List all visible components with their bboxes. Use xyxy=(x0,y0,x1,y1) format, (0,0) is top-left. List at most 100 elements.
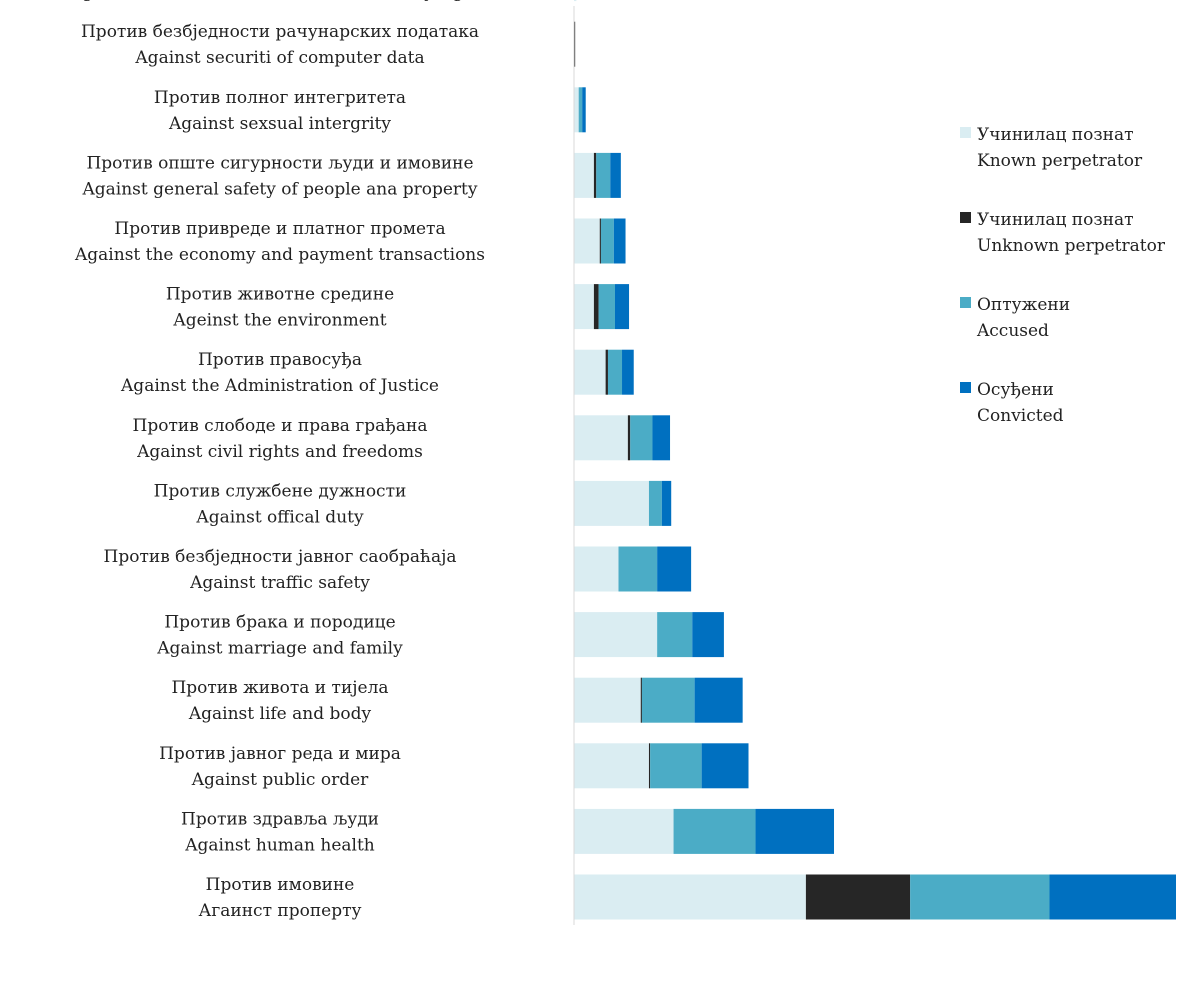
category-label-line2: Against labor relations and social secur… xyxy=(69,0,490,3)
bar-segment-0-series-0 xyxy=(574,874,806,920)
bar-segment-0-series-3 xyxy=(1049,874,1176,920)
bar-segment-9-series-2 xyxy=(598,284,615,330)
legend-label-line2: Convicted xyxy=(977,406,1064,426)
legend: Учинилац познат Known perpetrator Учинилац… xyxy=(960,122,1175,462)
bar-segment-6-series-3 xyxy=(661,480,672,526)
bar-segment-1-series-2 xyxy=(673,808,756,854)
bar-segment-11-series-3 xyxy=(610,152,621,198)
category-label-4: Против брака и породице Against marriage … xyxy=(156,613,403,659)
category-label-line1: Против здравља људи xyxy=(181,809,379,829)
bar-segment-7-series-2 xyxy=(630,415,653,461)
bar-segment-3-series-2 xyxy=(641,677,695,723)
category-label-line1: Против полног интегритета xyxy=(154,88,406,108)
bar-segment-2-series-2 xyxy=(650,743,702,789)
category-label-1: Против здравља људи Against human health xyxy=(181,809,379,855)
category-label-line2: Against offical duty xyxy=(195,507,364,527)
bar-segment-10-series-0 xyxy=(574,218,600,264)
bar-segment-4-series-0 xyxy=(574,612,658,658)
bar-segment-7-series-3 xyxy=(652,415,671,461)
bar-segment-4-series-3 xyxy=(692,612,724,658)
legend-label-line2: Accused xyxy=(977,321,1049,341)
category-label-line1: Против опште сигурности људи и имовине xyxy=(86,153,473,173)
bar-segment-3-series-1 xyxy=(640,677,642,723)
bar-segment-9-series-1 xyxy=(593,284,599,330)
category-label-10: Против привреде и платног промета Against… xyxy=(74,219,485,265)
bar-segment-10-series-3 xyxy=(613,218,626,264)
bar-segment-2-series-0 xyxy=(574,743,649,789)
legend-item-0: Учинилац познат Known perpetrator xyxy=(960,122,1175,174)
bar-segment-1-series-3 xyxy=(755,808,835,854)
category-label-line1: Против безбједности јавног саобраћаја xyxy=(104,547,457,567)
category-label-3: Против живота и тијела Against life and b… xyxy=(171,678,388,724)
bar-segment-8-series-3 xyxy=(622,349,634,395)
bar-segment-9-series-0 xyxy=(574,284,594,330)
category-label-5: Против безбједности јавног саобраћаја Aga… xyxy=(104,547,457,593)
category-label-12: Против полног интегритета Against sexsual… xyxy=(154,88,406,134)
legend-swatch xyxy=(960,382,971,393)
bar-segment-11-series-0 xyxy=(574,152,594,198)
bar-segment-8-series-2 xyxy=(607,349,623,395)
legend-label-line1: Осуђени xyxy=(977,380,1054,400)
category-label-line2: Against the Administration of Justice xyxy=(120,376,439,396)
category-label-6: Против службене дужности Against offical … xyxy=(154,481,407,527)
legend-swatch xyxy=(960,212,971,223)
bar-segment-1-series-0 xyxy=(574,808,674,854)
bar-segment-5-series-2 xyxy=(618,546,658,592)
legend-swatch xyxy=(960,127,971,138)
legend-label-line2: Unknown perpetrator xyxy=(977,236,1165,256)
legend-label-line1: Оптужени xyxy=(977,295,1071,315)
category-labels-group: Против имовине Агаинст проперту Против здр… xyxy=(26,0,534,921)
bar-segment-2-series-3 xyxy=(701,743,749,789)
category-label-line2: Ageinst the environment xyxy=(172,311,386,331)
bar-segment-12-series-0 xyxy=(574,87,579,133)
category-label-line1: Против правосуђа xyxy=(198,350,362,370)
category-label-14: Против права из радних односа и социјалн… xyxy=(26,0,534,3)
legend-label: Оптужени Accused xyxy=(977,292,1070,344)
category-label-8: Против правосуђа Against the Administrati… xyxy=(120,350,439,396)
category-label-line1: Против живота и тијела xyxy=(171,678,388,698)
bar-segment-11-series-2 xyxy=(596,152,611,198)
category-label-line2: Against civil rights and freedoms xyxy=(136,442,423,462)
category-label-line2: Against human health xyxy=(184,835,375,855)
category-label-line1: Против слободе и права грађана xyxy=(133,416,428,436)
bar-segment-8-series-0 xyxy=(574,349,606,395)
bar-segment-6-series-2 xyxy=(648,480,662,526)
category-label-line1: Против имовине xyxy=(206,875,355,895)
bar-segment-12-series-2 xyxy=(578,87,583,133)
category-label-line1: Против безбједности рачунарских података xyxy=(81,22,479,42)
bar-segment-8-series-1 xyxy=(605,349,608,395)
category-label-line2: Against marriage and family xyxy=(156,639,403,659)
bar-segment-10-series-2 xyxy=(600,218,614,264)
category-label-line2: Against life and body xyxy=(188,704,372,724)
legend-item-1: Учинилац познат Unknown perpetrator xyxy=(960,207,1175,259)
legend-label: Учинилац познат Unknown perpetrator xyxy=(977,207,1165,259)
category-label-line1: Против службене дужности xyxy=(154,481,407,501)
category-label-line2: Агаинст проперту xyxy=(198,901,361,921)
bar-segment-10-series-1 xyxy=(599,218,601,264)
category-label-line2: Against securiti of computer data xyxy=(134,48,424,68)
category-label-line1: Против брака и породице xyxy=(164,613,395,633)
legend-label: Учинилац познат Known perpetrator xyxy=(977,122,1142,174)
category-label-line2: Against the economy and payment transact… xyxy=(74,245,485,265)
bar-segment-0-series-1 xyxy=(805,874,911,920)
legend-label-line1: Учинилац познат xyxy=(977,210,1134,230)
bar-segment-14-series-0 xyxy=(574,0,577,2)
bar-segment-3-series-0 xyxy=(574,677,641,723)
bar-segment-9-series-3 xyxy=(614,284,630,330)
bar-segment-4-series-2 xyxy=(657,612,693,658)
category-label-11: Против опште сигурности људи и имовине Ag… xyxy=(81,153,477,199)
category-label-line1: Против привреде и платног промета xyxy=(114,219,445,239)
bar-segment-13-series-1 xyxy=(574,21,576,67)
category-label-line2: Against public order xyxy=(191,770,369,790)
category-label-0: Против имовине Агаинст проперту xyxy=(198,875,361,921)
bars-group xyxy=(574,0,1176,920)
category-label-line2: Against sexsual intergrity xyxy=(168,114,391,134)
legend-label: Осуђени Convicted xyxy=(977,377,1064,429)
bar-segment-3-series-3 xyxy=(694,677,743,723)
category-label-2: Против јавног реда и мира Against public … xyxy=(159,744,401,790)
bar-segment-7-series-0 xyxy=(574,415,628,461)
category-label-line2: Against traffic safety xyxy=(189,573,370,593)
category-label-9: Против животне средине Ageinst the enviro… xyxy=(166,285,394,331)
bar-segment-0-series-2 xyxy=(910,874,1050,920)
legend-label-line2: Known perpetrator xyxy=(977,151,1143,171)
